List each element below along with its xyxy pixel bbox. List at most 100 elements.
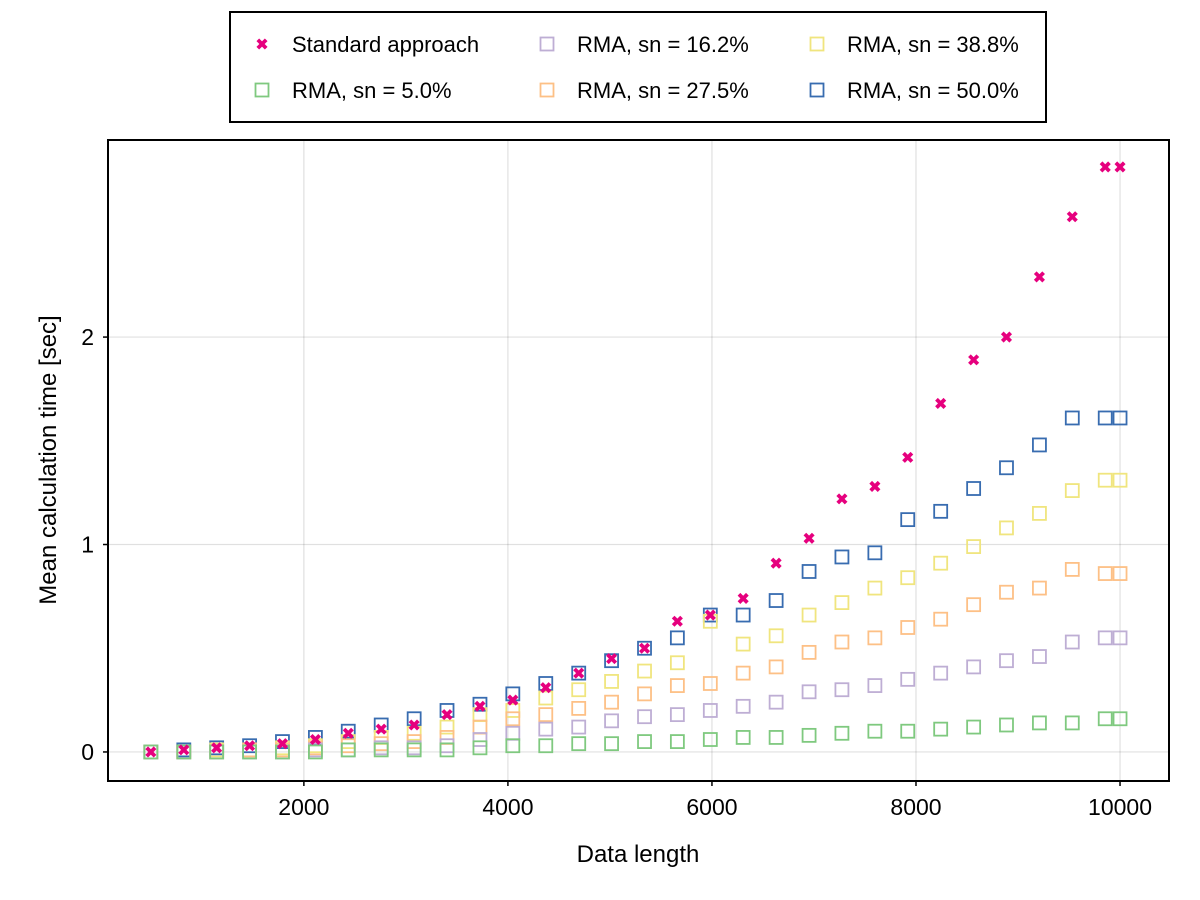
data-point bbox=[671, 615, 683, 627]
legend-square-marker bbox=[539, 82, 555, 98]
data-point bbox=[1032, 437, 1047, 453]
y-tick-label: 2 bbox=[81, 324, 94, 350]
series-2 bbox=[143, 630, 1128, 760]
series-4 bbox=[143, 472, 1128, 760]
data-point bbox=[735, 698, 751, 714]
data-point bbox=[441, 709, 453, 721]
data-point bbox=[1032, 715, 1047, 731]
data-point bbox=[900, 512, 916, 528]
data-point bbox=[900, 723, 916, 739]
data-point bbox=[801, 564, 817, 579]
data-point bbox=[472, 732, 488, 747]
data-point bbox=[834, 725, 850, 741]
data-point bbox=[472, 696, 488, 712]
data-point bbox=[768, 659, 784, 675]
data-point bbox=[176, 744, 192, 760]
data-point bbox=[1032, 649, 1047, 664]
data-point bbox=[867, 630, 883, 646]
data-point bbox=[211, 742, 223, 754]
data-point bbox=[143, 744, 159, 760]
data-point bbox=[309, 733, 321, 746]
x-tick-label: 8000 bbox=[890, 794, 941, 820]
data-point bbox=[735, 665, 751, 681]
data-point bbox=[834, 549, 850, 565]
data-point bbox=[1112, 711, 1128, 727]
data-point bbox=[573, 667, 585, 679]
legend-square-marker bbox=[809, 36, 825, 52]
series-1 bbox=[143, 711, 1128, 760]
data-point bbox=[669, 655, 685, 671]
data-point bbox=[637, 709, 652, 725]
data-point bbox=[538, 690, 554, 706]
data-point bbox=[999, 584, 1014, 600]
legend-frame bbox=[229, 11, 1047, 123]
data-point bbox=[439, 738, 455, 754]
data-point bbox=[340, 742, 356, 758]
data-point bbox=[669, 678, 685, 693]
data-point bbox=[145, 746, 157, 758]
data-point bbox=[834, 634, 850, 650]
data-point bbox=[375, 723, 387, 735]
data-point bbox=[999, 460, 1014, 476]
data-point bbox=[768, 628, 784, 644]
data-point bbox=[999, 717, 1014, 733]
data-point bbox=[637, 640, 652, 656]
data-point bbox=[966, 719, 982, 735]
data-point bbox=[637, 734, 652, 749]
y-tick-label: 0 bbox=[81, 739, 94, 765]
data-point bbox=[933, 555, 949, 571]
data-point bbox=[770, 557, 782, 569]
data-point bbox=[1112, 472, 1128, 488]
x-tick-label: 10000 bbox=[1088, 794, 1152, 820]
data-point bbox=[178, 744, 190, 756]
data-point bbox=[604, 736, 619, 752]
data-point bbox=[702, 703, 718, 718]
data-point bbox=[1099, 161, 1111, 173]
data-point bbox=[834, 682, 850, 698]
data-point bbox=[340, 738, 356, 754]
data-point bbox=[1033, 271, 1045, 283]
data-points bbox=[143, 161, 1128, 760]
data-point bbox=[735, 636, 751, 652]
data-point bbox=[834, 595, 850, 610]
series-0 bbox=[145, 161, 1126, 758]
data-point bbox=[244, 740, 256, 752]
data-point bbox=[276, 738, 288, 750]
data-point bbox=[867, 580, 883, 596]
data-point bbox=[1097, 472, 1113, 488]
data-point bbox=[735, 730, 751, 745]
data-point bbox=[801, 607, 817, 623]
plot-frame bbox=[107, 139, 1170, 782]
data-point bbox=[1064, 562, 1080, 577]
x-tick-label: 6000 bbox=[686, 794, 737, 820]
legend-item: RMA, sn = 27.5% bbox=[539, 78, 749, 103]
data-point bbox=[308, 744, 323, 760]
data-point bbox=[867, 545, 883, 561]
data-point bbox=[604, 713, 619, 729]
legend: Standard approach RMA, sn = 5.0% RMA, sn =… bbox=[229, 11, 1047, 123]
legend-square-marker bbox=[254, 82, 270, 98]
data-point bbox=[406, 742, 422, 758]
x-tick-label: 2000 bbox=[278, 794, 329, 820]
grid-lines bbox=[108, 140, 1169, 781]
legend-item: RMA, sn = 16.2% bbox=[539, 32, 749, 57]
data-point bbox=[571, 736, 587, 752]
legend-label: RMA, sn = 5.0% bbox=[292, 78, 452, 103]
legend-items: Standard approach RMA, sn = 5.0% RMA, sn =… bbox=[254, 32, 1019, 103]
legend-label: Standard approach bbox=[292, 32, 479, 57]
data-point bbox=[1000, 331, 1013, 343]
data-point bbox=[968, 354, 980, 366]
x-tick-label: 4000 bbox=[482, 794, 533, 820]
data-point bbox=[340, 723, 356, 739]
data-point bbox=[801, 644, 817, 660]
data-point bbox=[999, 520, 1014, 536]
data-point bbox=[869, 480, 881, 492]
data-point bbox=[571, 700, 587, 716]
data-point bbox=[1114, 161, 1126, 173]
data-point bbox=[571, 719, 587, 735]
data-point bbox=[999, 653, 1014, 669]
data-point bbox=[1097, 410, 1113, 426]
data-point bbox=[538, 738, 554, 754]
data-point bbox=[472, 740, 488, 756]
x-axis-label: Data length bbox=[577, 841, 700, 868]
